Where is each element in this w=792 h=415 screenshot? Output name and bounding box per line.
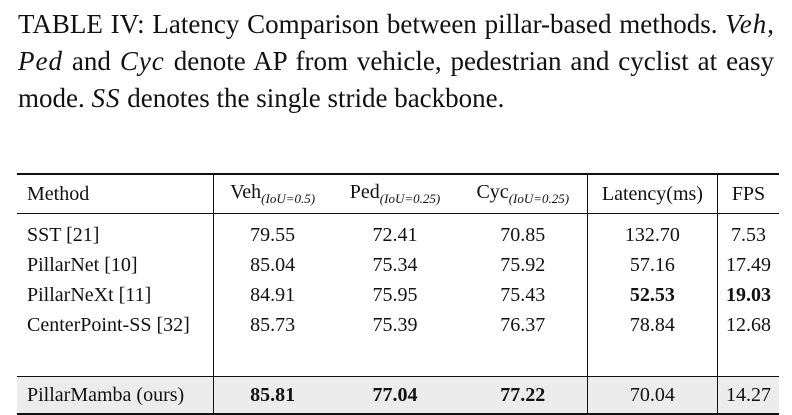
caption-var-veh: Veh <box>725 9 768 39</box>
header-fps: FPS <box>717 173 779 214</box>
spacer-cell <box>213 340 332 377</box>
cell-method: SST [21] <box>17 213 214 250</box>
cell-method: PillarNeXt [11] <box>17 280 214 310</box>
table-spacer <box>17 340 779 377</box>
header-cyc-sub: (IoU=0.25) <box>508 191 570 206</box>
cell-latency: 132.70 <box>587 213 719 250</box>
cell-latency: 70.04 <box>587 376 719 415</box>
header-method: Method <box>17 173 214 214</box>
spacer-cell <box>331 340 459 377</box>
header-latency: Latency(ms) <box>587 173 719 214</box>
table-row: CenterPoint-SS [32] 85.73 75.39 76.37 78… <box>17 310 779 340</box>
table-row-ours: PillarMamba (ours) 85.81 77.04 77.22 70.… <box>17 376 779 415</box>
spacer-cell <box>587 340 719 377</box>
cell-latency-best: 52.53 <box>587 280 719 310</box>
header-ped-label: Ped <box>349 181 380 203</box>
header-ped: Ped(IoU=0.25) <box>331 173 459 214</box>
cell-method: PillarNet [10] <box>17 250 214 280</box>
table-header-row: Method Veh(IoU=0.5) Ped(IoU=0.25) Cyc(Io… <box>17 173 779 214</box>
cell-fps: 17.49 <box>726 253 771 276</box>
spacer-cell <box>17 340 214 377</box>
cell-ped-best: 77.04 <box>331 376 459 415</box>
cell-fps: 7.53 <box>731 223 766 246</box>
table-caption: TABLE IV: Latency Comparison between pil… <box>18 6 774 117</box>
cell-ped: 75.39 <box>372 313 418 336</box>
header-ped-sub: (IoU=0.25) <box>379 191 441 206</box>
latency-comparison-table: Method Veh(IoU=0.5) Ped(IoU=0.25) Cyc(Io… <box>17 173 779 415</box>
cell-veh: 85.73 <box>250 313 296 336</box>
cell-veh: 84.91 <box>250 283 296 306</box>
cell-method-ours: PillarMamba (ours) <box>17 376 214 415</box>
header-cyc: Cyc(IoU=0.25) <box>458 173 588 214</box>
caption-text-1: Latency Comparison between pillar-based … <box>152 9 718 39</box>
cell-fps: 12.68 <box>726 313 771 336</box>
caption-text-3: denotes the single stride backbone. <box>127 83 505 113</box>
cell-ped: 75.34 <box>372 253 418 276</box>
cell-latency: 78.84 <box>587 310 719 340</box>
table-row: SST [21] 79.55 72.41 70.85 132.70 7.53 <box>17 213 779 250</box>
table-row: PillarNet [10] 85.04 75.34 75.92 57.16 1… <box>17 250 779 280</box>
cell-method: CenterPoint-SS [32] <box>17 310 214 340</box>
cell-ped: 75.95 <box>372 283 418 306</box>
cell-cyc: 75.43 <box>458 280 588 310</box>
header-cyc-label: Cyc <box>476 181 509 203</box>
cell-veh: 79.55 <box>250 223 296 246</box>
cell-cyc-best: 77.22 <box>458 376 588 415</box>
cell-veh: 85.04 <box>250 253 296 276</box>
caption-label: TABLE IV: <box>18 9 145 39</box>
caption-var-ped: Ped <box>18 46 63 76</box>
header-veh-sub: (IoU=0.5) <box>261 191 316 206</box>
caption-var-cyc: Cyc <box>119 46 165 76</box>
caption-text-2: denote AP from vehicle, pedestrian and c… <box>18 46 775 113</box>
header-veh-label: Veh <box>230 181 262 203</box>
cell-cyc: 76.37 <box>458 310 588 340</box>
caption-var-ss: SS <box>91 83 121 113</box>
cell-fps: 14.27 <box>717 376 779 415</box>
cell-cyc: 75.92 <box>458 250 588 280</box>
cell-cyc: 70.85 <box>458 213 588 250</box>
spacer-cell <box>458 340 588 377</box>
header-veh: Veh(IoU=0.5) <box>213 173 332 214</box>
cell-ped: 72.41 <box>372 223 418 246</box>
spacer-cell <box>717 340 779 377</box>
caption-comma: , <box>767 9 775 39</box>
cell-fps-best: 19.03 <box>726 283 771 306</box>
table-row: PillarNeXt [11] 84.91 75.95 75.43 52.53 … <box>17 280 779 310</box>
cell-latency: 57.16 <box>587 250 719 280</box>
caption-and: and <box>71 46 111 76</box>
cell-veh-best: 85.81 <box>213 376 332 415</box>
